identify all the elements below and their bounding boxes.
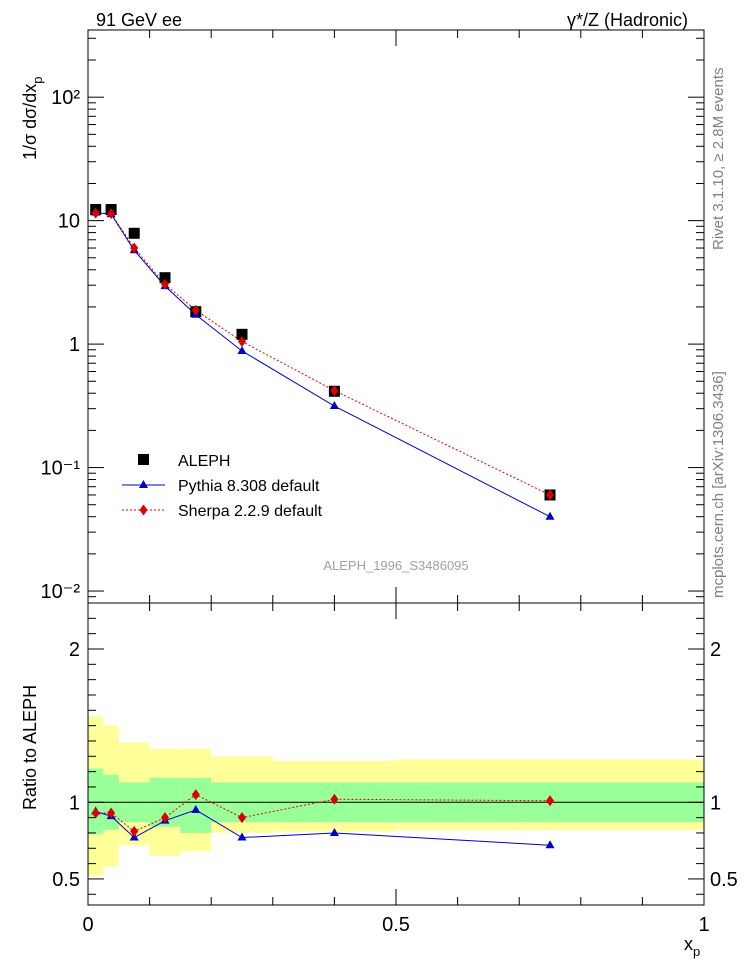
pythia-point — [545, 511, 555, 520]
ratio-y-tick-label-right: 1 — [710, 792, 721, 814]
sherpa-point — [130, 242, 139, 254]
ratio-y-tick-label-right: 2 — [710, 639, 721, 661]
sherpa-point — [91, 207, 100, 219]
ratio-uncertainty-bands — [88, 716, 704, 876]
left-title: 91 GeV ee — [96, 10, 182, 30]
legend: ALEPH Pythia 8.308 default Sherpa 2.2.9 … — [122, 453, 323, 520]
x-axis-label-sub: p — [693, 944, 700, 959]
ratio-sherpa-point — [546, 795, 554, 807]
mcplots-label: mcplots.cern.ch [arXiv:1306.3436] — [710, 371, 727, 598]
legend-pythia-label: Pythia 8.308 default — [178, 478, 320, 495]
main-y-tick-label: 10² — [51, 87, 80, 109]
ratio-series — [91, 789, 555, 849]
pythia-point — [329, 401, 339, 410]
x-axis-label-body: x — [684, 934, 693, 954]
sherpa-point — [161, 278, 169, 290]
ratio-band-inner — [88, 768, 104, 835]
x-tick-label: 1 — [698, 914, 709, 936]
x-axis-label: xp — [684, 934, 700, 959]
legend-sherpa-marker — [139, 504, 148, 516]
ratio-y-tick-label: 1 — [69, 792, 80, 814]
ratio-pythia-point — [545, 840, 555, 849]
main-axis-ticks: 10⁻² 10⁻¹ 1 10 10² — [41, 30, 705, 604]
ratio-sherpa-point — [238, 812, 246, 824]
ratio-sherpa-point — [130, 825, 139, 837]
ratio-pythia-point — [329, 827, 339, 836]
ratio-pythia-line — [95, 809, 551, 846]
pythia-line — [95, 212, 551, 518]
sherpa-point — [238, 335, 246, 347]
main-y-tick-label: 1 — [69, 334, 80, 356]
right-title: γ*/Z (Hadronic) — [567, 10, 688, 30]
sherpa-point — [107, 208, 116, 220]
analysis-watermark: ALEPH_1996_S3486095 — [323, 558, 468, 573]
x-tick-label: 0.5 — [382, 914, 410, 936]
ratio-y-tick-label: 2 — [69, 639, 80, 661]
aleph-data-point — [236, 328, 248, 340]
main-y-axis-label: 1/σ dσ/dxp — [20, 77, 45, 161]
ratio-y-axis-label: Ratio to ALEPH — [20, 685, 40, 810]
main-y-axis-label-sub: p — [30, 77, 45, 84]
ratio-axis-ticks: 0.5 0.5 1 1 2 2 0 0.5 1 — [52, 603, 738, 936]
sherpa-point — [191, 304, 200, 316]
ratio-sherpa-point — [191, 789, 200, 801]
legend-pythia-marker — [139, 480, 148, 488]
rivet-label: Rivet 3.1.10, ≥ 2.8M events — [710, 68, 727, 251]
ratio-sherpa-line — [95, 794, 551, 832]
ratio-sherpa-point — [161, 812, 169, 824]
ratio-pythia-point — [191, 804, 201, 813]
main-y-tick-label: 10 — [58, 211, 80, 233]
ratio-pythia-point — [237, 832, 247, 841]
ratio-sherpa-point — [330, 793, 339, 805]
ratio-y-tick-label: 0.5 — [52, 869, 80, 891]
aleph-data-point — [128, 227, 140, 239]
pythia-point — [237, 345, 247, 354]
ratio-sherpa-point — [107, 807, 116, 819]
legend-data-label: ALEPH — [178, 453, 230, 470]
main-y-axis-label-body: 1/σ dσ/dx — [20, 84, 40, 160]
ratio-y-tick-label-right: 0.5 — [710, 869, 738, 891]
legend-sherpa-label: Sherpa 2.2.9 default — [178, 503, 323, 520]
sherpa-line — [95, 212, 551, 496]
ratio-frame — [87, 602, 705, 906]
ratio-sherpa-point — [91, 807, 100, 819]
x-tick-label: 0 — [82, 914, 93, 936]
main-series — [90, 204, 556, 520]
main-y-tick-label: 10⁻² — [41, 581, 81, 603]
aleph-data-point — [159, 272, 171, 284]
sherpa-point — [546, 489, 554, 501]
legend-data-marker — [138, 454, 149, 465]
main-y-tick-label: 10⁻¹ — [41, 458, 81, 480]
sherpa-point — [330, 385, 339, 397]
